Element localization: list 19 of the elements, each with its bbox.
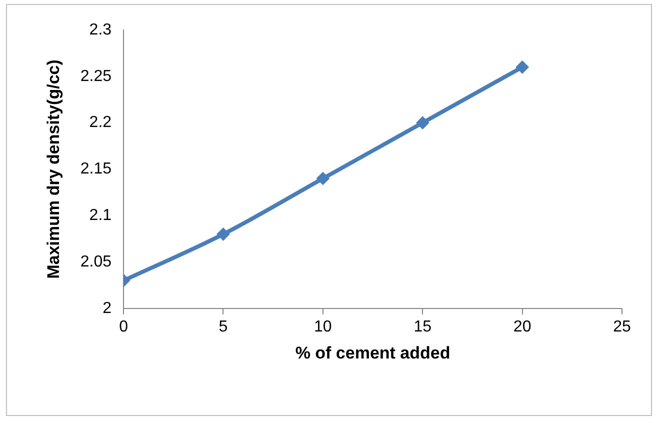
x-tick-label: 15 [414, 318, 432, 336]
point [416, 116, 430, 130]
point [316, 172, 330, 185]
y-axis-title: Maximum dry density(g/cc) [44, 60, 63, 279]
y-tick-label: 2 [102, 300, 112, 317]
y-tick-label: 2.25 [80, 68, 112, 85]
y-tick-label: 2.3 [89, 21, 112, 38]
x-tick-label: 10 [314, 318, 332, 336]
point [516, 60, 529, 74]
y-tick-label: 2.05 [80, 253, 112, 270]
y-tick-label: 2.15 [80, 160, 112, 178]
y-tick-label: 2.1 [89, 207, 112, 224]
point [216, 228, 230, 241]
x-tick-label: 20 [513, 318, 532, 336]
x-tick-label: 5 [218, 318, 228, 336]
x-tick-label: 25 [613, 318, 631, 336]
y-tick-label: 2.2 [89, 114, 112, 132]
x-tick-label: 0 [119, 318, 128, 336]
x-axis-title: % of cement added [295, 343, 450, 362]
